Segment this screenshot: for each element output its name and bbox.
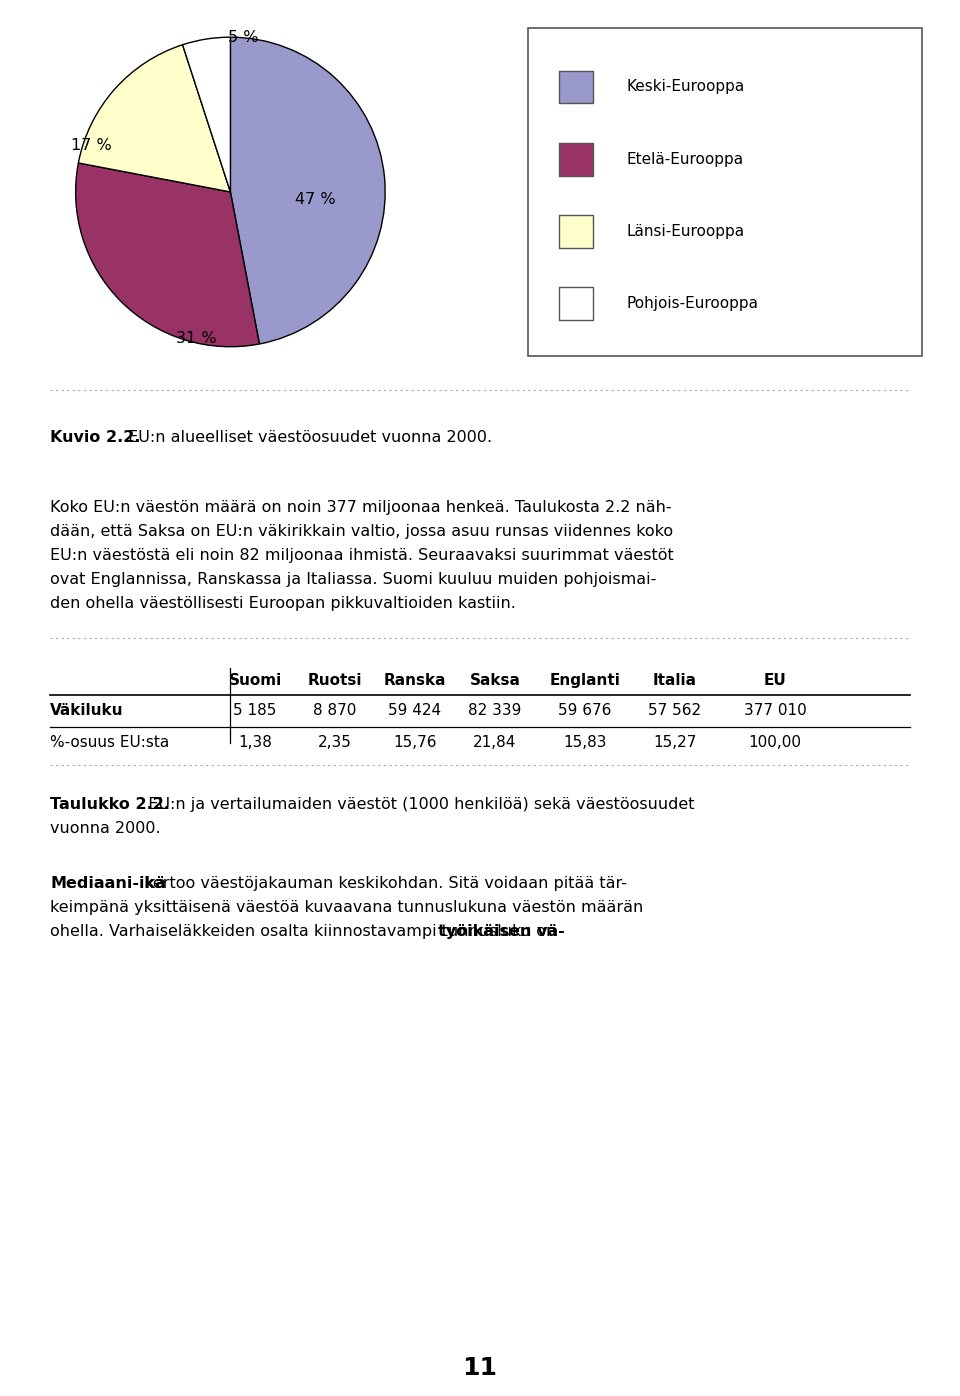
Text: Ruotsi: Ruotsi (308, 673, 362, 688)
Text: vuonna 2000.: vuonna 2000. (50, 821, 160, 836)
FancyBboxPatch shape (560, 71, 593, 103)
Wedge shape (76, 163, 259, 346)
Text: dään, että Saksa on EU:n väkirikkain valtio, jossa asuu runsas viidennes koko: dään, että Saksa on EU:n väkirikkain val… (50, 524, 673, 539)
Text: den ohella väestöllisesti Euroopan pikkuvaltioiden kastiin.: den ohella väestöllisesti Euroopan pikku… (50, 596, 516, 611)
FancyBboxPatch shape (560, 142, 593, 176)
FancyBboxPatch shape (560, 215, 593, 247)
Text: keimpänä yksittäisenä väestöä kuvaavana tunnuslukuna väestön määrän: keimpänä yksittäisenä väestöä kuvaavana … (50, 900, 643, 914)
Text: 15,83: 15,83 (564, 736, 607, 750)
Text: Suomi: Suomi (228, 673, 281, 688)
Text: Kuvio 2.2.: Kuvio 2.2. (50, 430, 140, 445)
Text: Italia: Italia (653, 673, 697, 688)
Text: 59 424: 59 424 (389, 704, 442, 718)
Text: 15,76: 15,76 (394, 736, 437, 750)
Text: Koko EU:n väestön määrä on noin 377 miljoonaa henkeä. Taulukosta 2.2 näh-: Koko EU:n väestön määrä on noin 377 milj… (50, 500, 672, 515)
Text: 15,27: 15,27 (654, 736, 697, 750)
Text: Etelä-Eurooppa: Etelä-Eurooppa (626, 152, 744, 166)
Text: Taulukko 2.2.: Taulukko 2.2. (50, 797, 170, 812)
Text: Keski-Eurooppa: Keski-Eurooppa (626, 80, 745, 95)
Text: 59 676: 59 676 (559, 704, 612, 718)
Text: Väkiluku: Väkiluku (50, 704, 124, 718)
Text: 1,38: 1,38 (238, 736, 272, 750)
Wedge shape (79, 45, 230, 193)
Wedge shape (182, 38, 230, 193)
Text: 31 %: 31 % (176, 331, 217, 346)
Text: ohella. Varhaiseläkkeiden osalta kiinnostavampi tunnusluku on: ohella. Varhaiseläkkeiden osalta kiinnos… (50, 924, 562, 940)
Text: EU:n väestöstä eli noin 82 miljoonaa ihmistä. Seuraavaksi suurimmat väestöt: EU:n väestöstä eli noin 82 miljoonaa ihm… (50, 549, 674, 563)
Text: ovat Englannissa, Ranskassa ja Italiassa. Suomi kuuluu muiden pohjoismai-: ovat Englannissa, Ranskassa ja Italiassa… (50, 572, 657, 586)
Text: 8 870: 8 870 (313, 704, 357, 718)
Text: 57 562: 57 562 (648, 704, 702, 718)
Text: Pohjois-Eurooppa: Pohjois-Eurooppa (626, 296, 758, 311)
Wedge shape (230, 38, 385, 343)
FancyBboxPatch shape (528, 28, 922, 356)
Text: Länsi-Eurooppa: Länsi-Eurooppa (626, 223, 745, 239)
Text: 5 %: 5 % (228, 29, 258, 45)
Text: 82 339: 82 339 (468, 704, 521, 718)
Text: %-osuus EU:sta: %-osuus EU:sta (50, 736, 169, 750)
Text: EU:n ja vertailumaiden väestöt (1000 henkilöä) sekä väestöosuudet: EU:n ja vertailumaiden väestöt (1000 hen… (138, 797, 694, 812)
Text: 5 185: 5 185 (233, 704, 276, 718)
FancyBboxPatch shape (560, 288, 593, 320)
Text: EU:n alueelliset väestöosuudet vuonna 2000.: EU:n alueelliset väestöosuudet vuonna 20… (123, 430, 492, 445)
Text: Ranska: Ranska (384, 673, 446, 688)
Text: 47 %: 47 % (296, 193, 336, 207)
Text: 100,00: 100,00 (749, 736, 802, 750)
Text: työikäisen vä-: työikäisen vä- (438, 924, 564, 940)
Text: kertoo väestöjakauman keskikohdan. Sitä voidaan pitää tär-: kertoo väestöjakauman keskikohdan. Sitä … (139, 877, 627, 891)
Text: Mediaani-ikä: Mediaani-ikä (50, 877, 166, 891)
Text: 377 010: 377 010 (744, 704, 806, 718)
Text: Englanti: Englanti (549, 673, 620, 688)
Text: Saksa: Saksa (469, 673, 520, 688)
Text: 11: 11 (463, 1356, 497, 1381)
Text: EU: EU (763, 673, 786, 688)
Text: 2,35: 2,35 (318, 736, 352, 750)
Text: 17 %: 17 % (71, 138, 111, 154)
Text: 21,84: 21,84 (473, 736, 516, 750)
